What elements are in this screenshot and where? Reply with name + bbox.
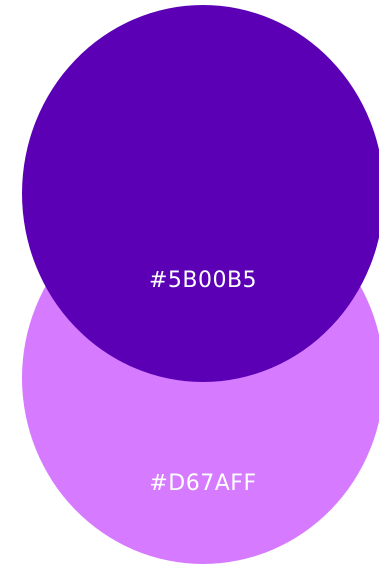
swatch-hex-label: #5B00B5	[148, 268, 258, 293]
swatch-hex-label: #D67AFF	[149, 471, 257, 496]
color-swatch-dark: #5B00B5	[22, 5, 379, 382]
